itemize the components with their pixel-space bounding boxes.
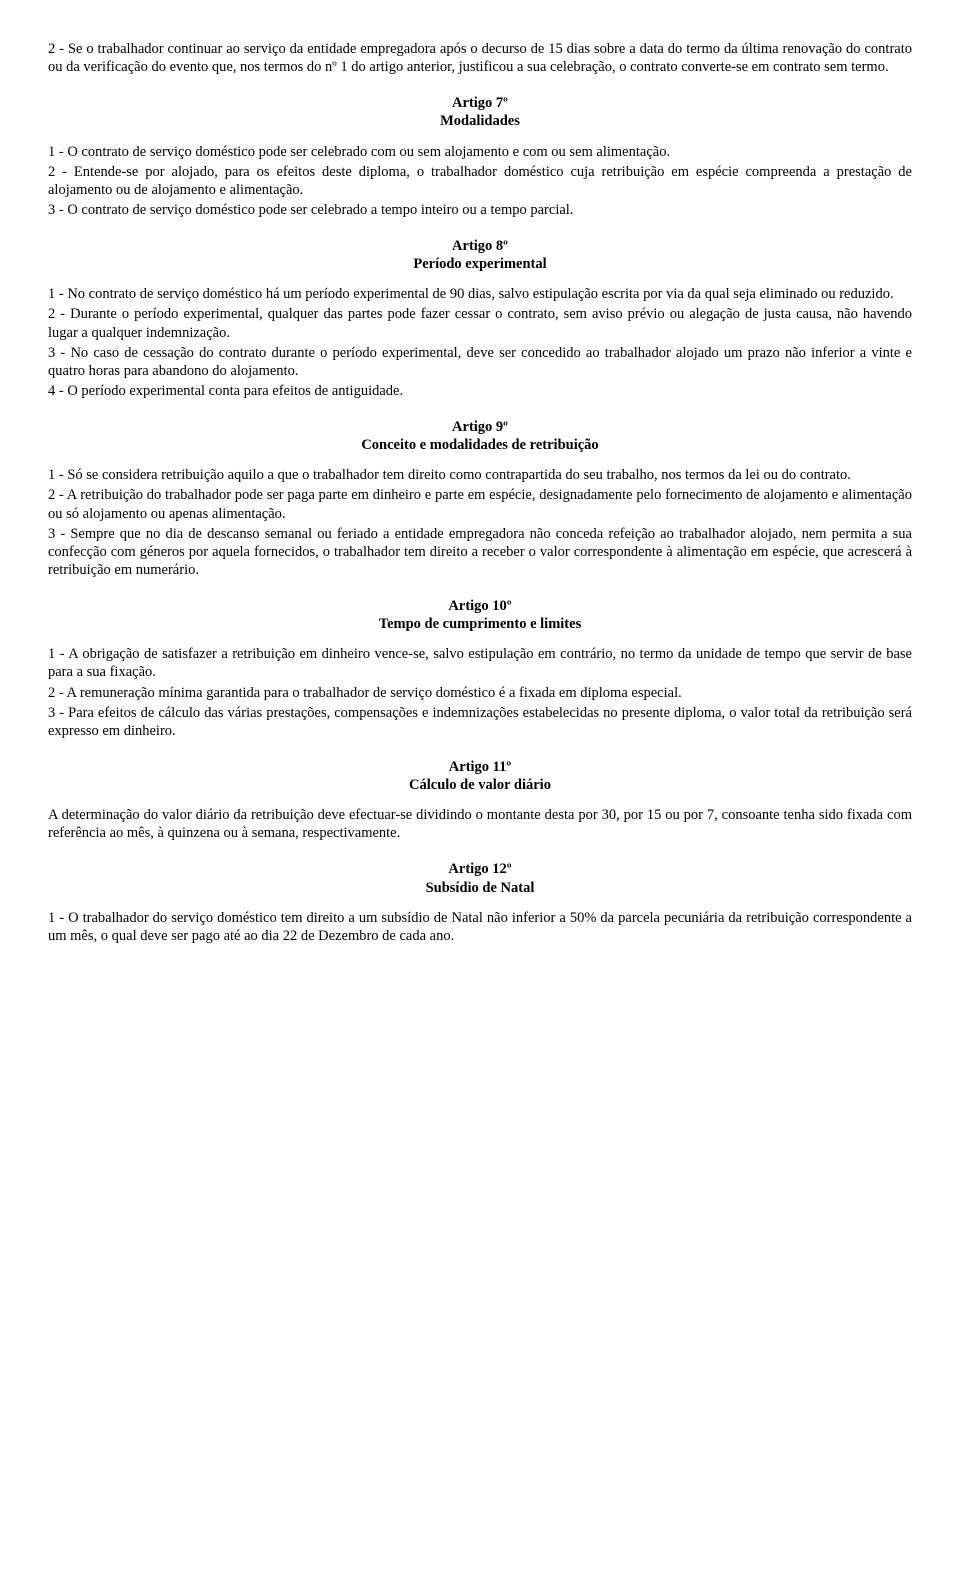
art8-p1: 1 - No contrato de serviço doméstico há …: [48, 285, 912, 303]
art12-p1: 1 - O trabalhador do serviço doméstico t…: [48, 909, 912, 945]
art8-p4: 4 - O período experimental conta para ef…: [48, 382, 912, 400]
art7-header: Artigo 7º Modalidades: [48, 94, 912, 130]
art8-subtitle: Período experimental: [48, 255, 912, 273]
intro-p1: 2 - Se o trabalhador continuar ao serviç…: [48, 40, 912, 76]
art7-p1: 1 - O contrato de serviço doméstico pode…: [48, 143, 912, 161]
art9-subtitle: Conceito e modalidades de retribuição: [48, 436, 912, 454]
art11-p1: A determinação do valor diário da retrib…: [48, 806, 912, 842]
art11-header: Artigo 11º Cálculo de valor diário: [48, 758, 912, 794]
art9-p1: 1 - Só se considera retribuição aquilo a…: [48, 466, 912, 484]
art10-p2: 2 - A remuneração mínima garantida para …: [48, 684, 912, 702]
art9-p2: 2 - A retribuição do trabalhador pode se…: [48, 486, 912, 522]
art9-title: Artigo 9º: [48, 418, 912, 436]
art7-subtitle: Modalidades: [48, 112, 912, 130]
art7-p3: 3 - O contrato de serviço doméstico pode…: [48, 201, 912, 219]
art8-p2: 2 - Durante o período experimental, qual…: [48, 305, 912, 341]
art8-header: Artigo 8º Período experimental: [48, 237, 912, 273]
art8-title: Artigo 8º: [48, 237, 912, 255]
art11-subtitle: Cálculo de valor diário: [48, 776, 912, 794]
art7-title: Artigo 7º: [48, 94, 912, 112]
art10-p3: 3 - Para efeitos de cálculo das várias p…: [48, 704, 912, 740]
art12-title: Artigo 12º: [48, 860, 912, 878]
art8-p3: 3 - No caso de cessação do contrato dura…: [48, 344, 912, 380]
art9-p3: 3 - Sempre que no dia de descanso semana…: [48, 525, 912, 579]
art10-title: Artigo 10º: [48, 597, 912, 615]
art7-p2: 2 - Entende-se por alojado, para os efei…: [48, 163, 912, 199]
art12-header: Artigo 12º Subsídio de Natal: [48, 860, 912, 896]
art10-subtitle: Tempo de cumprimento e limites: [48, 615, 912, 633]
art12-subtitle: Subsídio de Natal: [48, 879, 912, 897]
art10-p1: 1 - A obrigação de satisfazer a retribui…: [48, 645, 912, 681]
art11-title: Artigo 11º: [48, 758, 912, 776]
art9-header: Artigo 9º Conceito e modalidades de retr…: [48, 418, 912, 454]
art10-header: Artigo 10º Tempo de cumprimento e limite…: [48, 597, 912, 633]
